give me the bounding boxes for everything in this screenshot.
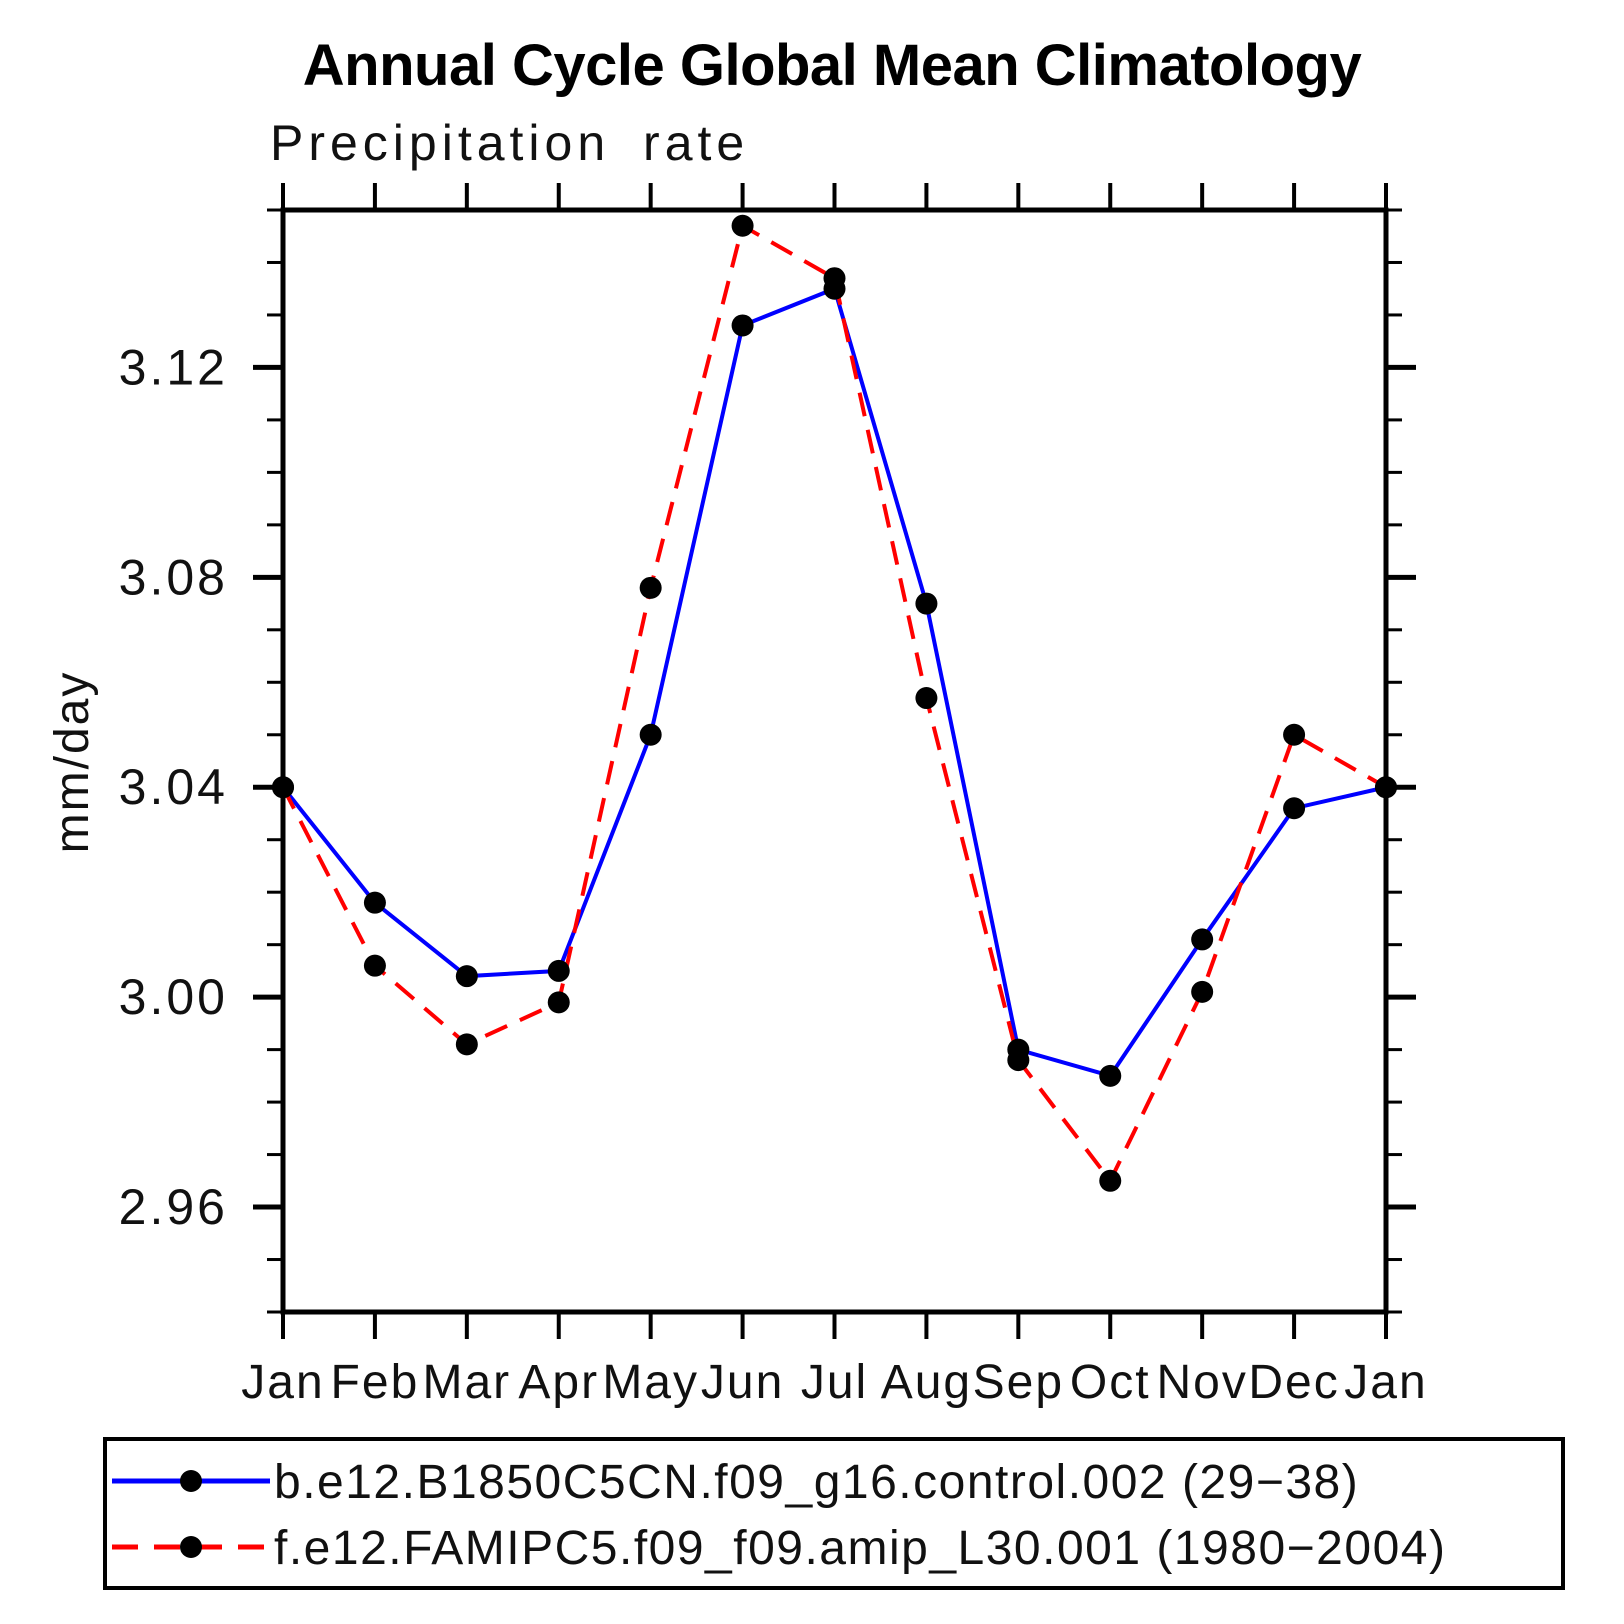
data-point-s1 xyxy=(639,576,662,599)
x-tick-label: Apr xyxy=(518,1356,599,1409)
data-point-s1 xyxy=(547,991,570,1014)
plot-frame xyxy=(280,207,1389,1315)
data-point-s0 xyxy=(639,723,662,746)
data-point-s1 xyxy=(1007,1049,1030,1072)
legend: b.e12.B1850C5CN.f09_g16.control.002 (29−… xyxy=(103,1437,1565,1590)
data-point-s1 xyxy=(272,776,294,799)
x-tick-label: May xyxy=(602,1356,699,1409)
legend-label-amip: f.e12.FAMIPC5.f09_f09.amip_L30.001 (1980… xyxy=(274,1522,1446,1575)
y-tick-label: 2.96 xyxy=(119,1179,228,1235)
data-point-s1 xyxy=(1283,723,1306,746)
x-tick-label: Jan xyxy=(1344,1356,1427,1409)
y-tick-label: 3.08 xyxy=(119,549,228,605)
x-tick-label: Feb xyxy=(331,1356,420,1409)
data-point-s0 xyxy=(1099,1064,1122,1087)
series-line-1 xyxy=(281,222,1387,1185)
data-point-s1 xyxy=(363,954,386,977)
data-point-s1 xyxy=(1191,980,1214,1003)
plot-axes: Jan Feb Mar Apr May Jun Jul Aug Sep Oct Nov Dec Jan2… xyxy=(119,183,1427,1409)
y-tick-label: 3.12 xyxy=(119,339,228,395)
data-point-s0 xyxy=(455,965,478,988)
data-point-s1 xyxy=(1099,1169,1122,1192)
data-point-s0 xyxy=(547,959,570,982)
legend-box xyxy=(103,1437,1565,1590)
x-tick-label: Dec xyxy=(1248,1356,1339,1409)
x-tick-label: Oct xyxy=(1070,1356,1151,1409)
data-point-s0 xyxy=(363,891,386,914)
data-point-s0 xyxy=(1191,928,1214,951)
legend-marker-control xyxy=(180,1470,202,1492)
data-point-s0 xyxy=(731,314,754,337)
data-point-s1 xyxy=(823,267,846,290)
x-tick-label: Mar xyxy=(422,1356,511,1409)
x-tick-label: Nov xyxy=(1156,1356,1247,1409)
legend-marker-amip xyxy=(180,1536,202,1558)
data-point-s1 xyxy=(731,214,754,237)
chart-subtitle: Precipitation rate xyxy=(270,115,749,171)
y-tick-label: 3.00 xyxy=(119,969,228,1025)
x-tick-label: Sep xyxy=(973,1356,1064,1409)
y-axis-label: mm/day xyxy=(46,671,99,854)
x-tick-label: Jan xyxy=(241,1356,324,1409)
x-tick-label: Jul xyxy=(801,1356,868,1409)
x-tick-label: Jun xyxy=(701,1356,784,1409)
chart-title: Annual Cycle Global Mean Climatology xyxy=(303,33,1362,98)
series-line-0 xyxy=(281,286,1387,1079)
x-tick-label: Aug xyxy=(881,1356,972,1409)
data-point-s1 xyxy=(915,687,938,710)
data-point-s0 xyxy=(915,592,938,615)
y-tick-label: 3.04 xyxy=(119,759,228,815)
plot-series xyxy=(272,214,1397,1192)
legend-label-control: b.e12.B1850C5CN.f09_g16.control.002 (29−… xyxy=(274,1456,1359,1509)
data-point-s1 xyxy=(1375,776,1397,799)
data-point-s0 xyxy=(1283,797,1306,820)
data-point-s1 xyxy=(455,1033,478,1056)
